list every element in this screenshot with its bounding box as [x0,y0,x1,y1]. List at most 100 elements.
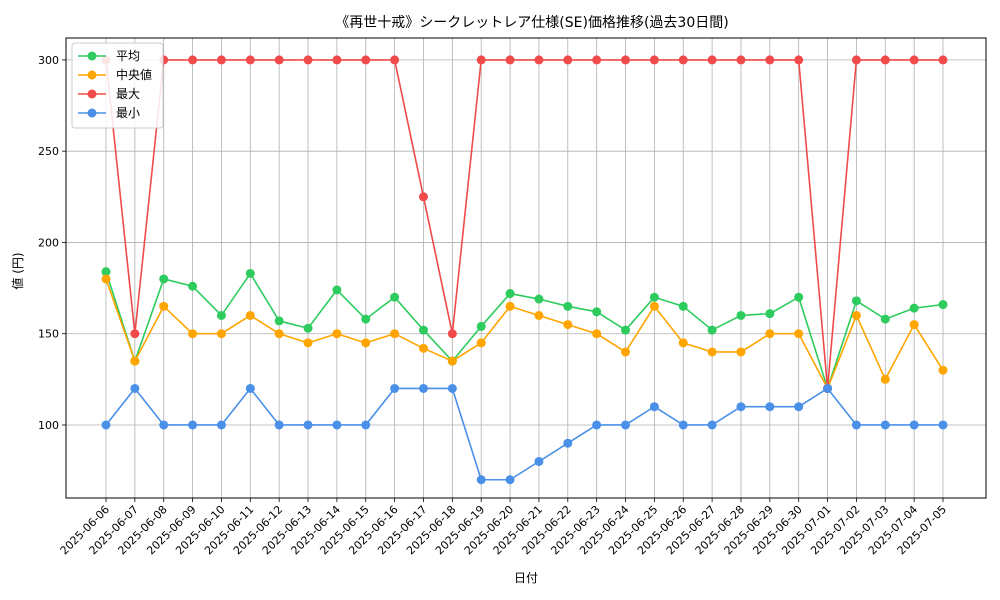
data-point [447,383,457,393]
series-line [105,387,943,481]
y-tick-label: 300 [38,54,59,67]
data-point [938,420,948,430]
data-point [621,347,631,357]
y-axis-label: 値 (円) [10,252,25,289]
y-tick-label: 100 [38,419,59,432]
data-point [130,383,140,393]
data-point [765,329,775,339]
y-tick-label: 150 [38,328,59,341]
series-line [105,271,944,390]
data-point [159,301,169,311]
data-point [188,329,198,339]
legend-item: 最小 [78,106,140,120]
data-point [794,292,804,302]
legend-label: 最小 [116,106,140,120]
data-point [159,420,169,430]
data-point [765,55,775,65]
data-point [101,420,111,430]
grid [66,38,986,498]
data-point [303,55,313,65]
data-point [621,325,631,335]
series-layer [101,55,948,485]
data-point [216,420,226,430]
data-point [880,420,890,430]
data-point [794,55,804,65]
legend-box [71,42,164,129]
legend-marker [87,70,97,80]
data-point [245,310,255,320]
data-point [563,438,573,448]
data-point [332,285,342,295]
data-point [101,267,111,277]
data-point [188,55,198,65]
data-point [418,325,428,335]
data-point [332,420,342,430]
data-point [245,268,255,278]
data-point [707,420,717,430]
data-point [332,55,342,65]
data-point [101,274,111,284]
data-point [216,55,226,65]
data-point [736,310,746,320]
data-point [621,420,631,430]
plot-area-frame [65,37,987,499]
data-point [245,383,255,393]
data-point [274,316,284,326]
data-point [159,274,169,284]
series-line [105,59,943,390]
data-point [938,55,948,65]
x-axis-ticks: 2025-06-062025-06-072025-06-082025-06-09… [58,498,949,557]
legend-marker [87,89,97,99]
data-point [736,402,746,412]
data-point [909,320,919,330]
data-point [188,281,198,291]
data-point [592,420,602,430]
data-point [678,338,688,348]
data-point [678,55,688,65]
data-point [851,296,861,306]
data-point [476,321,486,331]
data-point [851,420,861,430]
y-tick-label: 250 [38,145,59,158]
data-point [274,329,284,339]
legend-item: 最大 [78,87,140,101]
data-point [649,301,659,311]
data-point [563,55,573,65]
data-point [563,301,573,311]
data-point [909,55,919,65]
data-point [245,55,255,65]
chart-title: 《再世十戒》シークレットレア仕様(SE)価格推移(過去30日間) [335,15,728,31]
data-point [707,325,717,335]
data-point [361,420,371,430]
data-point [794,329,804,339]
data-point [765,402,775,412]
data-point [418,192,428,202]
data-point [823,383,833,393]
data-point [880,374,890,384]
data-point [909,420,919,430]
data-point [390,292,400,302]
data-point [332,329,342,339]
data-point [476,55,486,65]
data-point [303,420,313,430]
data-point [418,383,428,393]
data-point [534,55,544,65]
data-point [880,55,890,65]
data-point [130,329,140,339]
data-point [505,289,515,299]
data-point [765,309,775,319]
data-point [851,55,861,65]
data-point [390,55,400,65]
data-point [794,402,804,412]
data-point [534,456,544,466]
data-point [592,329,602,339]
data-point [938,300,948,310]
data-point [361,338,371,348]
data-point [216,310,226,320]
legend-marker [87,108,97,118]
data-point [678,301,688,311]
data-point [188,420,198,430]
y-tick-label: 200 [38,236,59,249]
y-axis-ticks: 100 150 200 250 300 [38,54,66,432]
